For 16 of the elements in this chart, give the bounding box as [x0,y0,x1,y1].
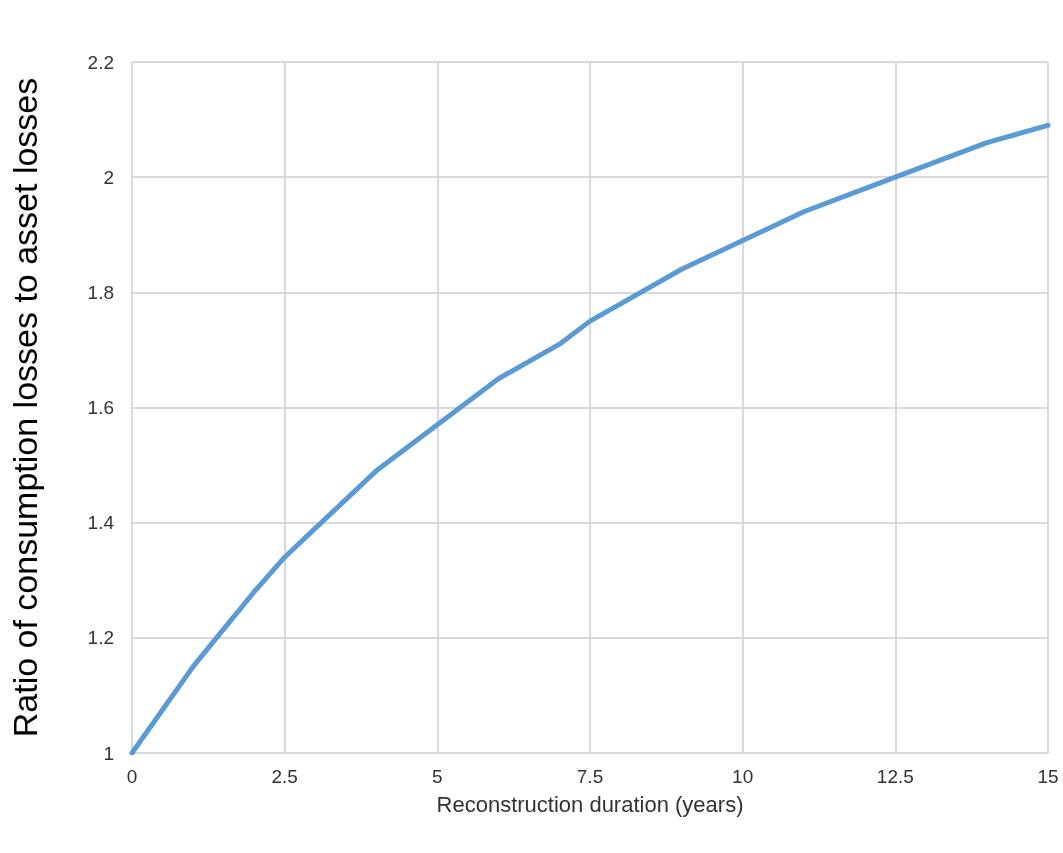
x-tick-label: 7.5 [576,766,604,787]
y-tick-label: 1.4 [87,512,115,534]
y-tick-label: 1.8 [87,281,114,303]
x-tick-label: 15 [1037,766,1059,787]
x-tick-label: 10 [732,766,754,787]
y-tick-label: 1.2 [87,627,114,649]
y-axis-title: Ratio of consumption losses to asset losses [6,77,44,738]
y-tick-label: 2.2 [87,51,114,73]
y-tick-label: 1 [103,742,114,764]
x-tick-label: 5 [432,766,443,787]
x-tick-label: 2.5 [271,766,298,787]
x-axis-title: Reconstruction duration (years) [436,791,744,817]
y-tick-label: 1.6 [87,397,114,418]
x-tick-label: 0 [126,766,138,787]
x-tick-label: 12.5 [876,766,914,787]
y-tick-label: 2 [103,166,114,188]
